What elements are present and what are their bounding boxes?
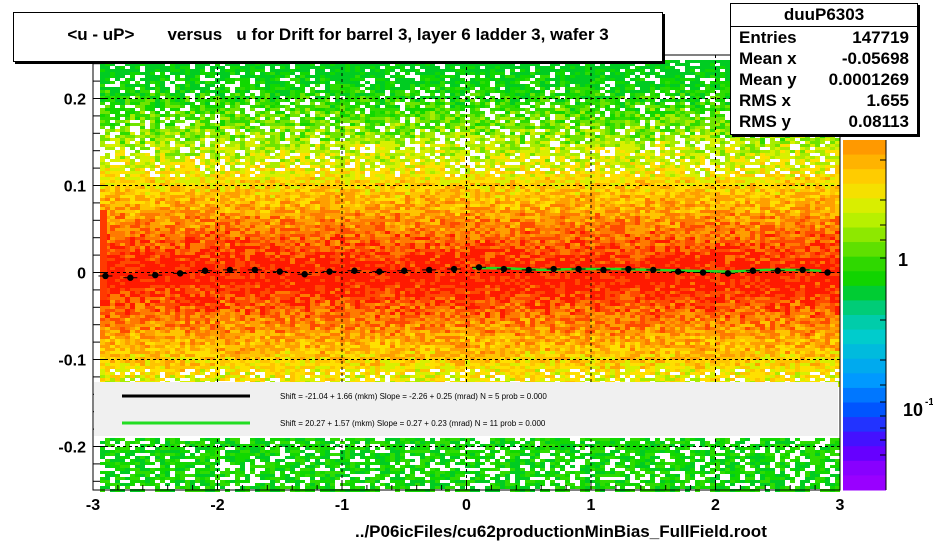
color-bar-band: [843, 359, 886, 374]
profile-point: [252, 267, 258, 273]
stats-value: 0.0001269: [829, 69, 909, 90]
stats-value: -0.05698: [842, 48, 909, 69]
profile-point: [301, 271, 307, 277]
color-bar-band: [843, 330, 886, 345]
color-bar-band: [843, 271, 886, 286]
x-tick-label: 2: [711, 497, 720, 514]
profile-point: [625, 266, 631, 272]
color-bar-band: [843, 475, 886, 490]
color-bar-band: [843, 388, 886, 403]
profile-point: [700, 269, 706, 275]
color-bar-band: [843, 198, 886, 213]
y-tick-label: 0.1: [64, 179, 86, 196]
stats-row: Mean x -0.05698: [731, 48, 917, 69]
color-bar-band: [843, 432, 886, 447]
profile-point: [351, 268, 357, 274]
x-tick-label: 0: [462, 497, 471, 514]
color-bar-band: [843, 242, 886, 257]
color-bar-band: [843, 403, 886, 418]
profile-point: [675, 268, 681, 274]
color-bar-band: [843, 446, 886, 461]
stats-label: Mean y: [739, 69, 797, 90]
stats-label: Mean x: [739, 48, 797, 69]
file-path-label: ../P06icFiles/cu62productionMinBias_Full…: [355, 522, 767, 542]
profile-point: [127, 275, 133, 281]
color-bar-band: [843, 155, 886, 170]
profile-point: [550, 266, 556, 272]
y-tick-label: 0.2: [64, 92, 86, 109]
color-bar-exponent: -1: [925, 397, 933, 408]
stats-row: Entries 147719: [731, 27, 917, 48]
legend: Shift = -21.04 + 1.66 (mkm) Slope = -2.2…: [94, 382, 838, 436]
y-tick-label: -0.1: [58, 353, 86, 370]
y-tick-label: -0.2: [58, 440, 86, 457]
x-tick-label: 1: [587, 497, 596, 514]
stats-value: 147719: [852, 27, 909, 48]
profile-point: [526, 267, 532, 273]
profile-point: [426, 267, 432, 273]
profile-point: [575, 266, 581, 272]
profile-point: [202, 268, 208, 274]
stats-label: RMS x: [739, 90, 791, 111]
stats-label: RMS y: [739, 111, 791, 132]
color-bar-band: [843, 344, 886, 359]
color-bar-band: [843, 417, 886, 432]
stats-box: duuP6303 Entries 147719 Mean x -0.05698 Me…: [730, 3, 918, 135]
profile-point: [824, 269, 830, 275]
chart-title: <u - uP> versus u for Drift for barrel 3…: [14, 25, 662, 45]
x-tick-label: -2: [210, 497, 224, 514]
stats-row: Mean y 0.0001269: [731, 69, 917, 90]
x-tick-label: -3: [86, 497, 100, 514]
x-tick-label: 3: [836, 497, 845, 514]
color-bar-band: [843, 315, 886, 330]
profile-point: [501, 266, 507, 272]
color-bar-band: [843, 140, 886, 155]
profile-point: [401, 268, 407, 274]
color-bar-band: [843, 300, 886, 315]
profile-point: [799, 267, 805, 273]
stats-value: 0.08113: [848, 111, 909, 132]
stats-label: Entries: [739, 27, 797, 48]
color-bar-band: [843, 257, 886, 272]
profile-point: [326, 268, 332, 274]
stats-row: RMS x 1.655: [731, 90, 917, 111]
color-bar-band: [843, 228, 886, 243]
stats-name: duuP6303: [731, 4, 917, 27]
y-tick-label: 0: [77, 266, 86, 283]
title-box: <u - uP> versus u for Drift for barrel 3…: [13, 12, 663, 62]
profile-point: [600, 267, 606, 273]
profile-point: [476, 264, 482, 270]
profile-point: [102, 273, 108, 279]
profile-point: [750, 268, 756, 274]
profile-point: [227, 267, 233, 273]
profile-point: [775, 268, 781, 274]
legend-entry: Shift = -21.04 + 1.66 (mkm) Slope = -2.2…: [280, 392, 547, 401]
profile-point: [725, 270, 731, 276]
legend-entry: Shift = 20.27 + 1.57 (mkm) Slope = 0.27 …: [280, 419, 546, 428]
x-tick-label: -1: [335, 497, 349, 514]
profile-point: [177, 270, 183, 276]
profile-point: [376, 268, 382, 274]
profile-point: [451, 266, 457, 272]
stats-value: 1.655: [866, 90, 909, 111]
color-bar: 1 10-1: [843, 140, 933, 491]
profile-point: [277, 268, 283, 274]
color-bar-band: [843, 184, 886, 199]
profile-point: [152, 272, 158, 278]
color-bar-band: [843, 169, 886, 184]
color-bar-band: [843, 373, 886, 388]
color-bar-band: [843, 461, 886, 476]
color-bar-band: [843, 213, 886, 228]
stats-row: RMS y 0.08113: [731, 111, 917, 132]
color-bar-label: 1: [898, 250, 908, 270]
color-bar-label: 10: [903, 400, 923, 420]
color-bar-band: [843, 286, 886, 301]
profile-point: [650, 267, 656, 273]
